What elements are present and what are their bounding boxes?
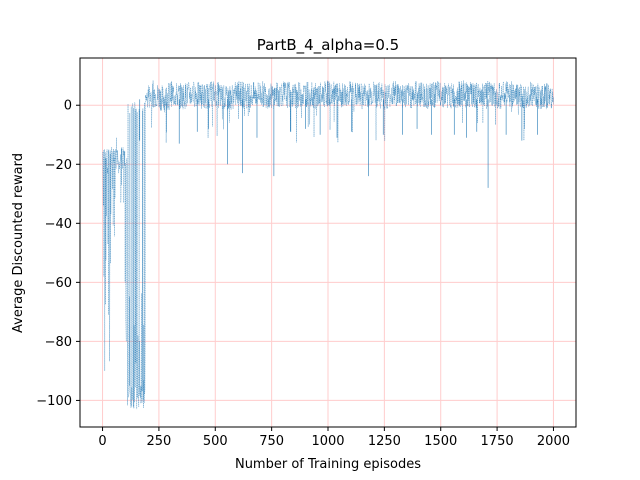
x-tick-label-0: 0: [98, 434, 106, 449]
x-tick-label-3: 750: [259, 434, 284, 449]
y-tick-label-2: −60: [45, 276, 72, 291]
series-line: [102, 80, 554, 410]
y-tick-label-0: −100: [36, 394, 72, 409]
x-axis-ticks: 0 250 500 750 1000 1250 1500 1750 2000: [98, 427, 570, 449]
y-axis-ticks: −100 −80 −60 −40 −20 0: [36, 99, 80, 409]
y-tick-label-1: −80: [45, 335, 72, 350]
x-tick-label-5: 1250: [368, 434, 401, 449]
grid: [80, 58, 576, 427]
x-tick-label-7: 1750: [481, 434, 514, 449]
y-axis-label: Average Discounted reward: [11, 153, 26, 333]
y-tick-label-4: −20: [45, 158, 72, 173]
x-tick-label-2: 500: [203, 434, 228, 449]
x-tick-label-4: 1000: [311, 434, 344, 449]
data-area: [102, 80, 554, 410]
y-tick-label-3: −40: [45, 217, 72, 232]
x-tick-label-8: 2000: [537, 434, 570, 449]
x-tick-label-1: 250: [146, 434, 171, 449]
x-tick-label-6: 1500: [424, 434, 457, 449]
chart-title: PartB_4_alpha=0.5: [257, 36, 399, 55]
y-tick-label-5: 0: [64, 99, 72, 114]
x-axis-label: Number of Training episodes: [235, 457, 421, 472]
